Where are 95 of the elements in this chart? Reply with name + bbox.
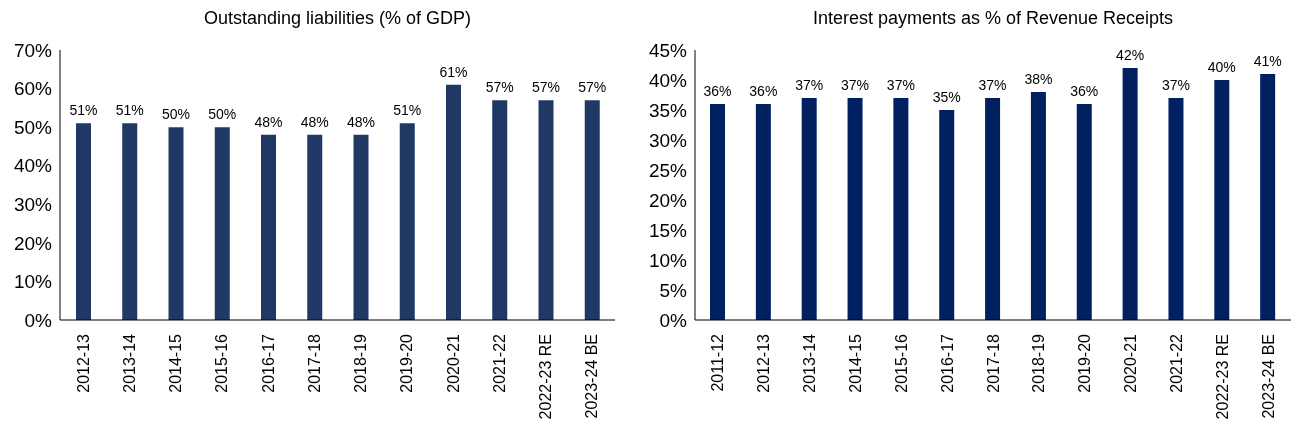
bar xyxy=(1030,92,1046,320)
x-tick-label: 2016-17 xyxy=(259,333,277,393)
y-tick-label: 10% xyxy=(648,249,688,271)
y-tick-label: 70% xyxy=(13,39,53,61)
chart-title: Interest payments as % of Revenue Receipts xyxy=(811,7,1175,30)
data-label: 36% xyxy=(749,83,778,99)
data-label: 35% xyxy=(932,89,961,105)
x-tick-label: 2017-18 xyxy=(984,333,1002,393)
bar xyxy=(168,127,184,320)
x-tick-label: 2021-22 xyxy=(1167,333,1185,393)
bar xyxy=(1168,98,1184,320)
y-tick-label: 40% xyxy=(648,69,688,91)
bar xyxy=(939,110,955,320)
data-label: 41% xyxy=(1253,53,1282,69)
bar xyxy=(1214,80,1230,320)
x-tick-label: 2020-21 xyxy=(444,333,462,393)
bar xyxy=(584,100,600,320)
data-label: 40% xyxy=(1207,59,1236,75)
bar xyxy=(76,123,91,320)
y-tick-label: 45% xyxy=(648,39,688,61)
data-label: 57% xyxy=(578,79,607,96)
x-tick-label: 2023-24 BE xyxy=(583,334,601,419)
data-label: 51% xyxy=(393,102,422,119)
data-label: 37% xyxy=(841,77,870,93)
data-label: 38% xyxy=(1024,71,1053,87)
x-tick-label: 2023-24 BE xyxy=(1259,334,1277,419)
data-label: 37% xyxy=(886,77,915,93)
bar xyxy=(847,98,863,320)
x-tick-label: 2013-14 xyxy=(120,333,138,393)
bar xyxy=(492,100,508,320)
x-tick-label: 2018-19 xyxy=(352,333,370,393)
x-tick-label: 2019-20 xyxy=(398,333,416,393)
y-tick-label: 25% xyxy=(648,159,688,181)
bar xyxy=(801,98,817,320)
y-tick-label: 30% xyxy=(13,194,53,216)
x-tick-label: 2013-14 xyxy=(801,333,819,393)
bar xyxy=(1260,74,1276,320)
bar xyxy=(446,84,461,320)
x-tick-label: 2016-17 xyxy=(938,333,956,393)
data-label: 37% xyxy=(1161,77,1190,93)
data-label: 36% xyxy=(703,83,732,99)
data-label: 51% xyxy=(115,102,144,119)
y-tick-label: 20% xyxy=(13,232,53,254)
data-label: 36% xyxy=(1070,83,1099,99)
data-label: 50% xyxy=(161,106,191,123)
data-label: 48% xyxy=(300,113,329,130)
bar xyxy=(307,134,323,320)
data-label: 37% xyxy=(795,77,824,93)
x-tick-label: 2014-15 xyxy=(167,333,185,393)
x-tick-label: 2022-23 RE xyxy=(1213,334,1231,420)
x-tick-label: 2022-23 RE xyxy=(537,334,555,420)
x-tick-label: 2020-21 xyxy=(1122,333,1140,393)
bar xyxy=(538,100,554,320)
bar xyxy=(214,127,230,320)
x-tick-label: 2012-13 xyxy=(74,333,92,393)
bar xyxy=(1076,104,1092,320)
bar xyxy=(755,104,771,320)
bar xyxy=(893,98,909,320)
x-tick-label: 2015-16 xyxy=(213,333,231,393)
data-label: 51% xyxy=(69,102,98,119)
bar xyxy=(1122,68,1138,320)
chart-title: Outstanding liabilities (% of GDP) xyxy=(202,7,473,30)
y-tick-label: 60% xyxy=(13,78,53,100)
data-label: 57% xyxy=(485,79,514,96)
x-tick-label: 2011-12 xyxy=(709,333,727,392)
data-label: 48% xyxy=(346,113,376,130)
x-tick-label: 2018-19 xyxy=(1030,333,1048,393)
y-tick-label: 30% xyxy=(648,129,688,151)
y-tick-label: 10% xyxy=(13,271,53,293)
bar xyxy=(985,98,1001,320)
data-label: 61% xyxy=(439,63,468,80)
bar xyxy=(710,104,725,320)
y-tick-label: 20% xyxy=(648,189,688,211)
data-label: 48% xyxy=(254,113,283,130)
data-label: 37% xyxy=(978,77,1007,93)
data-label: 57% xyxy=(531,79,561,96)
x-tick-label: 2017-18 xyxy=(305,333,323,393)
x-tick-label: 2021-22 xyxy=(490,333,508,393)
bar xyxy=(122,123,138,320)
y-tick-label: 5% xyxy=(659,279,688,301)
x-tick-label: 2014-15 xyxy=(846,333,864,393)
y-tick-label: 15% xyxy=(648,219,688,241)
y-tick-label: 50% xyxy=(13,116,53,138)
y-tick-label: 0% xyxy=(659,309,688,331)
x-tick-label: 2012-13 xyxy=(755,333,773,393)
bar xyxy=(353,134,369,320)
bar xyxy=(399,123,415,320)
x-tick-label: 2019-20 xyxy=(1076,333,1094,393)
data-label: 50% xyxy=(208,106,237,123)
y-tick-label: 0% xyxy=(24,309,53,331)
data-label: 42% xyxy=(1116,47,1145,63)
bar xyxy=(261,134,276,320)
y-tick-label: 40% xyxy=(13,155,53,177)
x-tick-label: 2015-16 xyxy=(892,333,910,393)
y-tick-label: 35% xyxy=(648,99,688,121)
